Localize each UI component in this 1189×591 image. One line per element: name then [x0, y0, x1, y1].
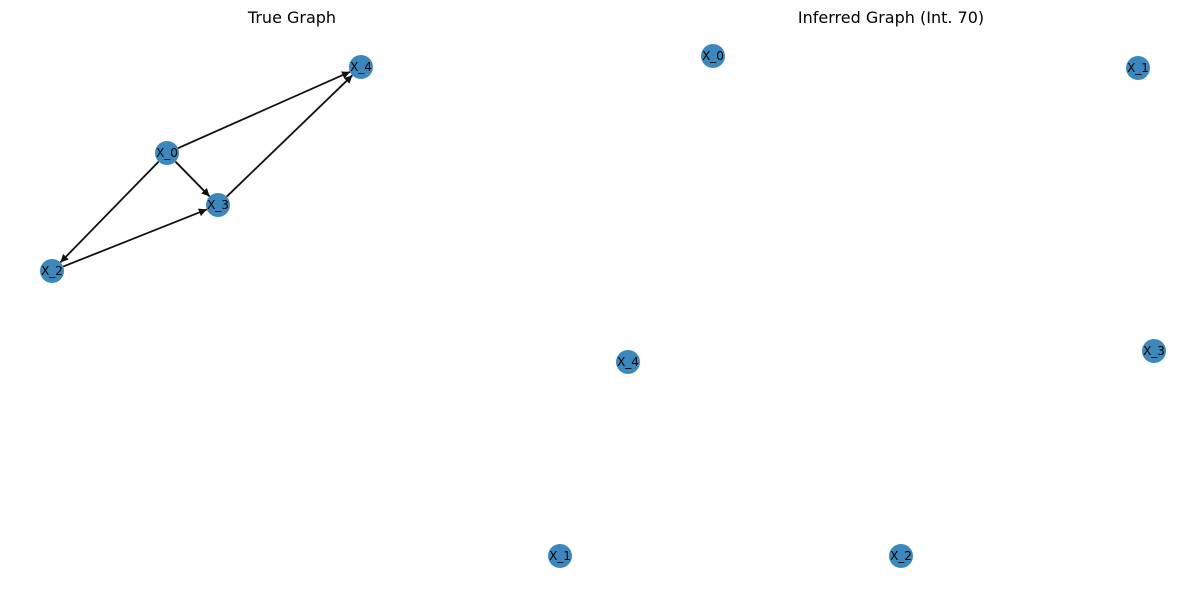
left-edge-x_2-to-x_3 — [62, 208, 208, 268]
left-node-x_0 — [155, 141, 179, 165]
right-node-label-x_0: X_0 — [702, 49, 724, 63]
left-node-x_2 — [40, 259, 64, 283]
right-node-x_1 — [1126, 56, 1150, 80]
left-node-x_4 — [349, 55, 373, 79]
right-graph-nodes: X_0 X_1 X_4 X_3 X_1 X_2 — [548, 44, 1166, 568]
right-node-label-x_2: X_2 — [890, 549, 912, 563]
right-node-x_3 — [1142, 339, 1166, 363]
right-node-x_4 — [616, 350, 640, 374]
left-node-label-x_3: X_3 — [207, 198, 229, 212]
right-node-x_1b — [548, 544, 572, 568]
right-node-label-x_1b: X_1 — [549, 549, 571, 563]
left-panel-title: True Graph — [247, 8, 337, 27]
right-node-label-x_3: X_3 — [1143, 344, 1165, 358]
left-graph-edges — [59, 71, 353, 268]
left-edge-x_0-to-x_4 — [177, 71, 351, 149]
right-node-label-x_1: X_1 — [1127, 61, 1149, 75]
right-node-x_2 — [889, 544, 913, 568]
right-panel-title: Inferred Graph (Int. 70) — [797, 8, 985, 27]
left-node-label-x_4: X_4 — [350, 60, 372, 74]
right-node-label-x_4: X_4 — [617, 355, 639, 369]
left-edge-x_3-to-x_4 — [226, 74, 353, 198]
left-edge-x_0-to-x_3 — [174, 160, 211, 198]
left-node-label-x_0: X_0 — [156, 146, 178, 160]
left-node-label-x_2: X_2 — [41, 264, 63, 278]
left-graph-nodes: X_0 X_2 X_3 X_4 — [40, 55, 373, 283]
left-node-x_3 — [206, 193, 230, 217]
left-edge-x_0-to-x_2 — [59, 160, 160, 264]
right-node-x_0 — [701, 44, 725, 68]
